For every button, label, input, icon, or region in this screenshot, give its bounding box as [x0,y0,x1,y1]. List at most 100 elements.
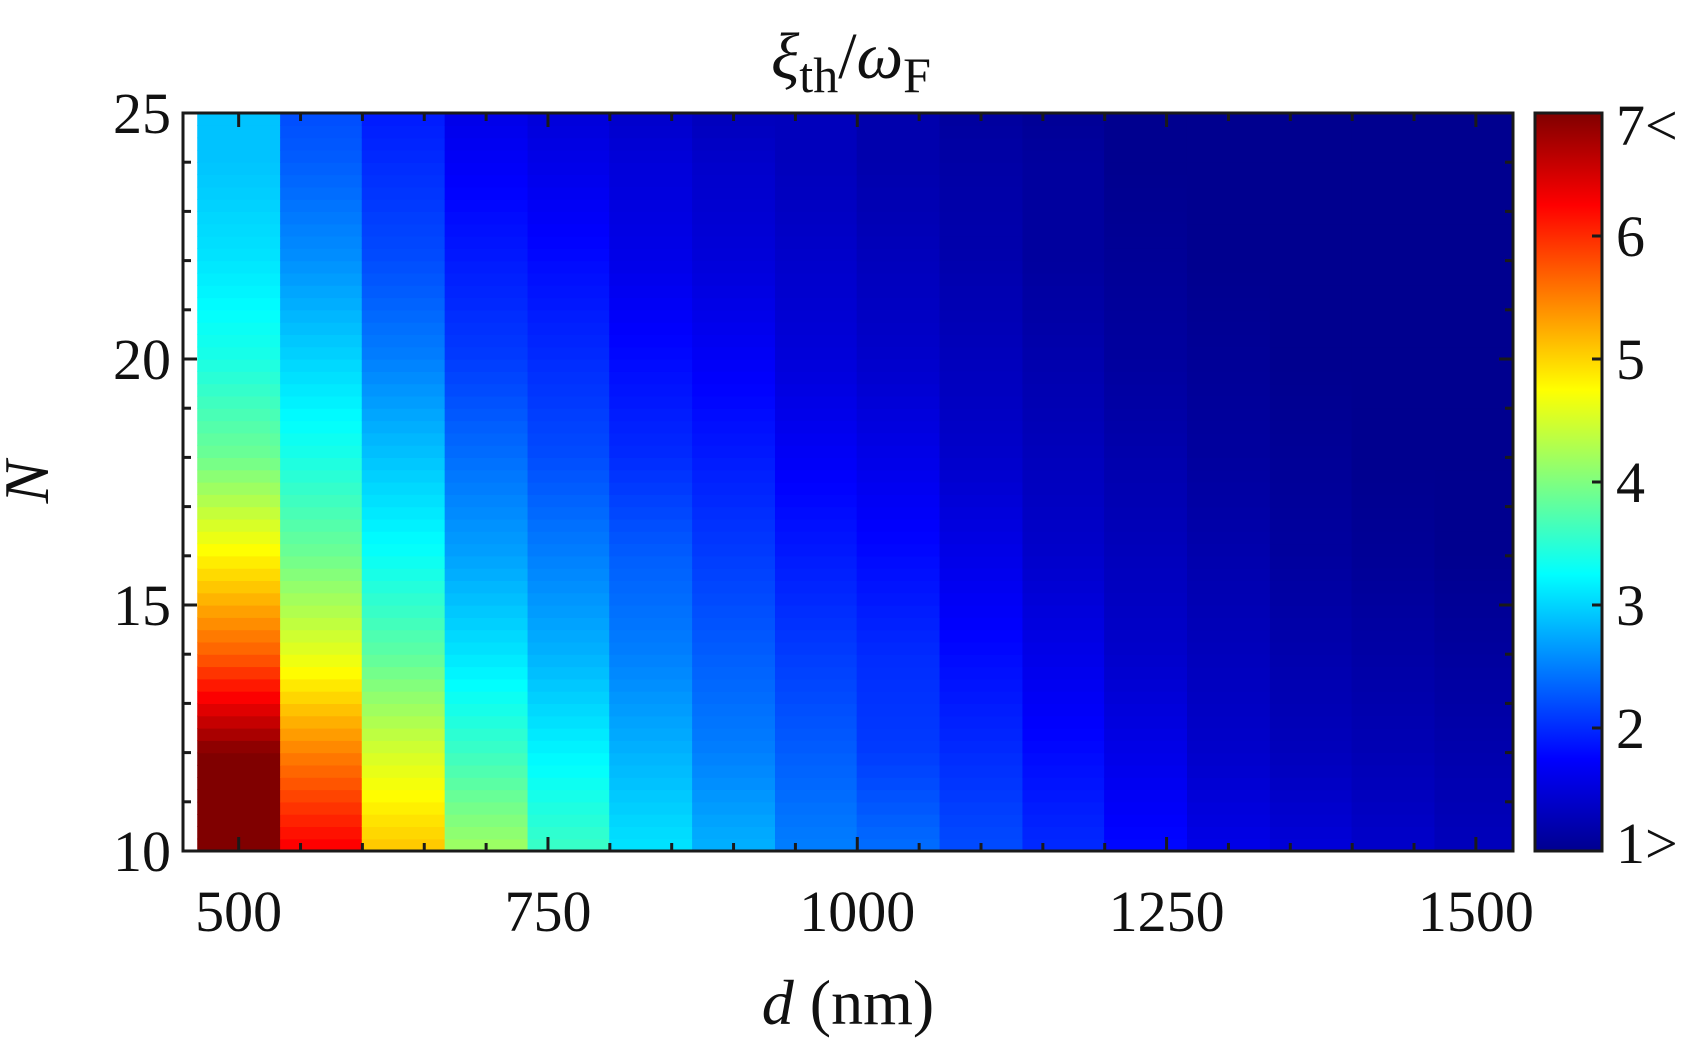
heatmap-cell [939,801,1024,815]
heatmap-cell [1186,506,1271,520]
heatmap-cell [1434,149,1514,163]
heatmap-cell [197,162,281,176]
heatmap-cell [692,260,776,274]
heatmap-cell [527,334,612,348]
heatmap-cell [775,186,859,200]
heatmap-cell [1186,420,1271,434]
heatmap-cell [1434,740,1514,754]
heatmap-cell [197,137,281,151]
heatmap-cell [444,125,529,139]
heatmap-cell [1022,691,1106,704]
heatmap-cell [1434,334,1514,348]
heatmap-cell [939,420,1024,434]
heatmap-cell [197,469,281,483]
heatmap-cell [1351,752,1436,766]
heatmap-cell [856,248,941,262]
heatmap-cell [939,297,1024,311]
heatmap-cell [1351,236,1436,249]
heatmap-cell [197,371,281,385]
heatmap-cell [527,137,612,151]
heatmap-cell [280,457,364,471]
heatmap-cell [1351,174,1436,188]
heatmap-cell [361,666,446,680]
heatmap-cell [856,666,941,680]
heatmap-cell [856,814,941,827]
heatmap-cell [856,752,941,766]
heatmap-cell [939,137,1024,151]
heatmap-cell [444,555,529,569]
heatmap-cell [1022,186,1106,200]
heatmap-cell [361,309,446,323]
heatmap-cell [1022,543,1106,557]
heatmap-cell [692,764,776,778]
heatmap-cell [856,641,941,655]
heatmap-cell [527,186,612,200]
heatmap-cell [444,580,529,594]
heatmap-cell [1351,801,1436,815]
heatmap-cell [856,211,941,225]
heatmap-cell [527,691,612,704]
heatmap-cell [1104,666,1188,680]
heatmap-cell [444,223,529,237]
heatmap-cell [856,764,941,778]
heatmap-cell [280,334,364,348]
y-tick-label: 20 [113,327,171,392]
heatmap-cell [527,703,612,717]
heatmap-cell [1186,814,1271,827]
heatmap-cell [692,346,776,360]
heatmap-cell [609,359,693,372]
heatmap-cell [280,703,364,717]
heatmap-cell [527,371,612,385]
heatmap-cell [856,715,941,729]
heatmap-cell [527,223,612,237]
heatmap-cell [856,580,941,594]
heatmap-cell [527,715,612,729]
heatmap-cell [1186,469,1271,483]
heatmap-cell [1269,494,1354,508]
heatmap-cell [939,691,1024,704]
heatmap-cell [197,125,281,139]
heatmap-cell [1269,789,1354,803]
x-axis-label: d (nm) [762,967,934,1038]
heatmap-cell [1434,555,1514,569]
heatmap-cell [939,494,1024,508]
heatmap-cell [1186,691,1271,704]
heatmap-cell [444,641,529,655]
heatmap-cell [1434,715,1514,729]
heatmap-cell [1351,482,1436,495]
heatmap-cell [609,752,693,766]
heatmap-cell [1434,359,1514,372]
heatmap-cell [197,482,281,495]
heatmap-cell [692,395,776,409]
heatmap-cell [527,826,612,840]
heatmap-cell [280,764,364,778]
heatmap-cell [939,826,1024,840]
heatmap-cell [280,506,364,520]
heatmap-cell [1351,420,1436,434]
heatmap-cell [361,223,446,237]
heatmap-cell [856,728,941,741]
heatmap-cell [1104,186,1188,200]
heatmap-cell [775,223,859,237]
heatmap-cell [692,826,776,840]
heatmap-cell [1104,752,1188,766]
heatmap-cell [444,457,529,471]
heatmap-cell [609,174,693,188]
heatmap-cell [1351,592,1436,606]
heatmap-cell [527,777,612,791]
heatmap-cell [1022,740,1106,754]
heatmap-cell [1269,678,1354,692]
heatmap-cell [1022,457,1106,471]
heatmap-cell [609,395,693,409]
heatmap-cell [1434,641,1514,655]
heatmap-cell [444,691,529,704]
heatmap-cell [856,199,941,212]
heatmap-cell [609,789,693,803]
heatmap-cell [1104,285,1188,299]
heatmap-cell [1351,494,1436,508]
heatmap-cell [939,334,1024,348]
heatmap-cell [1186,728,1271,741]
heatmap-cell [1022,260,1106,274]
heatmap-cell [856,740,941,754]
heatmap-cell [361,518,446,532]
